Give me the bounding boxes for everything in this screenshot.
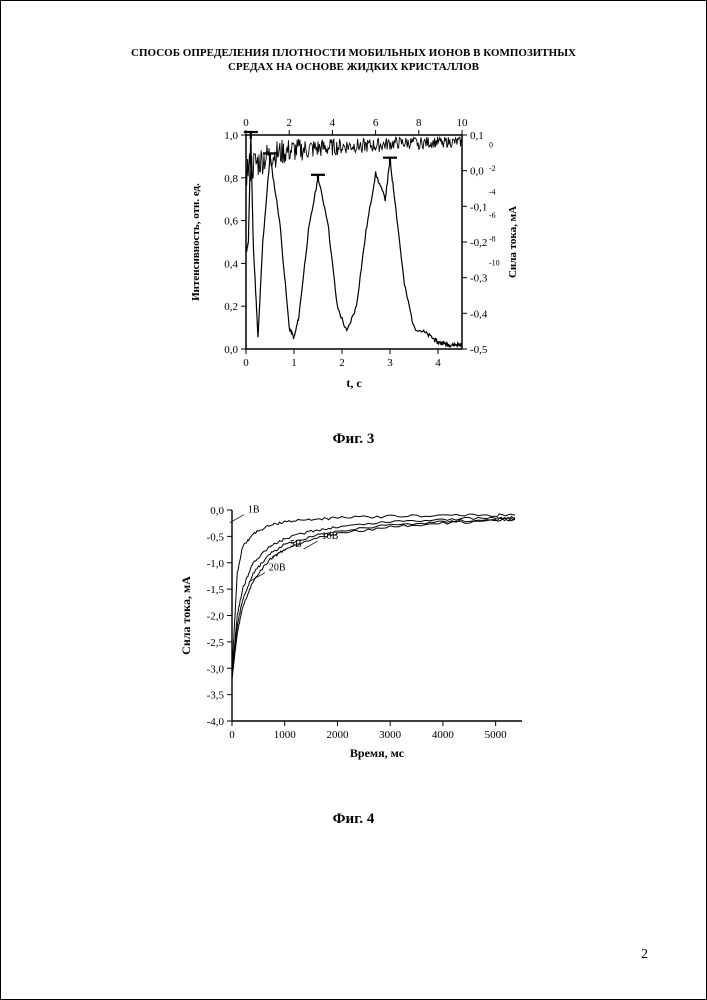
title-line-1: СПОСОБ ОПРЕДЕЛЕНИЯ ПЛОТНОСТИ МОБИЛЬНЫХ И… — [91, 46, 616, 60]
title-line-2: СРЕДАХ НА ОСНОВЕ ЖИДКИХ КРИСТАЛЛОВ — [91, 60, 616, 74]
svg-text:-0,2: -0,2 — [470, 237, 487, 249]
svg-text:3: 3 — [387, 357, 393, 369]
svg-text:0,1: 0,1 — [470, 130, 484, 142]
svg-text:-4,0: -4,0 — [206, 716, 224, 728]
svg-text:0,2: 0,2 — [224, 301, 238, 313]
svg-text:-8: -8 — [489, 234, 496, 243]
svg-text:-1,0: -1,0 — [206, 557, 224, 569]
svg-text:8: 8 — [416, 117, 422, 129]
svg-text:6: 6 — [372, 117, 378, 129]
svg-text:2: 2 — [339, 357, 345, 369]
svg-text:4: 4 — [329, 117, 335, 129]
page-title: СПОСОБ ОПРЕДЕЛЕНИЯ ПЛОТНОСТИ МОБИЛЬНЫХ И… — [1, 46, 706, 75]
page-number: 2 — [641, 947, 648, 963]
svg-text:-0,5: -0,5 — [206, 531, 224, 543]
figure-3-block: 0 1 2 3 4 0 2 4 6 8 10 0,0 0,2 0,4 0,6 0,8 1,0 -0,5 -0,4 -0… — [1, 103, 706, 448]
svg-text:1000: 1000 — [273, 729, 296, 741]
svg-text:Сила тока, мА: Сила тока, мА — [507, 206, 519, 278]
svg-text:-4: -4 — [489, 187, 496, 196]
svg-text:0,4: 0,4 — [224, 258, 238, 270]
svg-text:0: 0 — [489, 140, 493, 149]
svg-text:10: 10 — [456, 117, 468, 129]
svg-text:2000: 2000 — [326, 729, 349, 741]
svg-text:3000: 3000 — [379, 729, 402, 741]
svg-text:2: 2 — [286, 117, 292, 129]
svg-text:Интенсивность, отн. ед.: Интенсивность, отн. ед. — [190, 182, 202, 300]
figure-4-block: 0 1000 2000 3000 4000 5000 -4,0 -3,5 -3,0 -2,5 -2,… — [1, 498, 706, 828]
svg-text:-2,5: -2,5 — [206, 636, 224, 648]
svg-text:0: 0 — [229, 729, 235, 741]
svg-text:-3,0: -3,0 — [206, 663, 224, 675]
svg-text:-3,5: -3,5 — [206, 689, 224, 701]
svg-text:-0,4: -0,4 — [470, 308, 488, 320]
svg-text:-1,5: -1,5 — [206, 584, 224, 596]
svg-text:-10: -10 — [489, 258, 500, 267]
svg-text:0,0: 0,0 — [210, 505, 224, 517]
svg-text:-0,5: -0,5 — [470, 344, 488, 356]
svg-text:4000: 4000 — [431, 729, 454, 741]
svg-text:-0,3: -0,3 — [470, 272, 488, 284]
svg-text:0: 0 — [243, 117, 249, 129]
svg-text:0,0: 0,0 — [224, 344, 238, 356]
svg-text:Время, мс: Время, мс — [349, 746, 404, 760]
svg-text:-2: -2 — [489, 164, 496, 173]
svg-text:Сила тока, мА: Сила тока, мА — [179, 575, 193, 654]
svg-text:1В: 1В — [247, 504, 259, 515]
figure-3-caption: Фиг. 3 — [333, 431, 375, 448]
svg-text:20В: 20В — [268, 562, 285, 573]
svg-text:0,8: 0,8 — [224, 172, 238, 184]
svg-text:1,0: 1,0 — [224, 130, 238, 142]
svg-text:4: 4 — [435, 357, 441, 369]
svg-text:0: 0 — [243, 357, 249, 369]
figure-4-chart: 0 1000 2000 3000 4000 5000 -4,0 -3,5 -3,0 -2,5 -2,… — [174, 498, 534, 763]
figure-3-chart: 0 1 2 3 4 0 2 4 6 8 10 0,0 0,2 0,4 0,6 0,8 1,0 -0,5 -0,4 -0… — [184, 103, 524, 393]
svg-text:0,0: 0,0 — [470, 165, 484, 177]
svg-text:-2,0: -2,0 — [206, 610, 224, 622]
svg-text:1: 1 — [291, 357, 297, 369]
figure-4-caption: Фиг. 4 — [333, 811, 375, 828]
svg-text:t, c: t, c — [346, 376, 362, 390]
svg-text:-6: -6 — [489, 211, 496, 220]
svg-text:5000: 5000 — [484, 729, 507, 741]
svg-text:0,6: 0,6 — [224, 215, 238, 227]
svg-text:-0,1: -0,1 — [470, 201, 487, 213]
